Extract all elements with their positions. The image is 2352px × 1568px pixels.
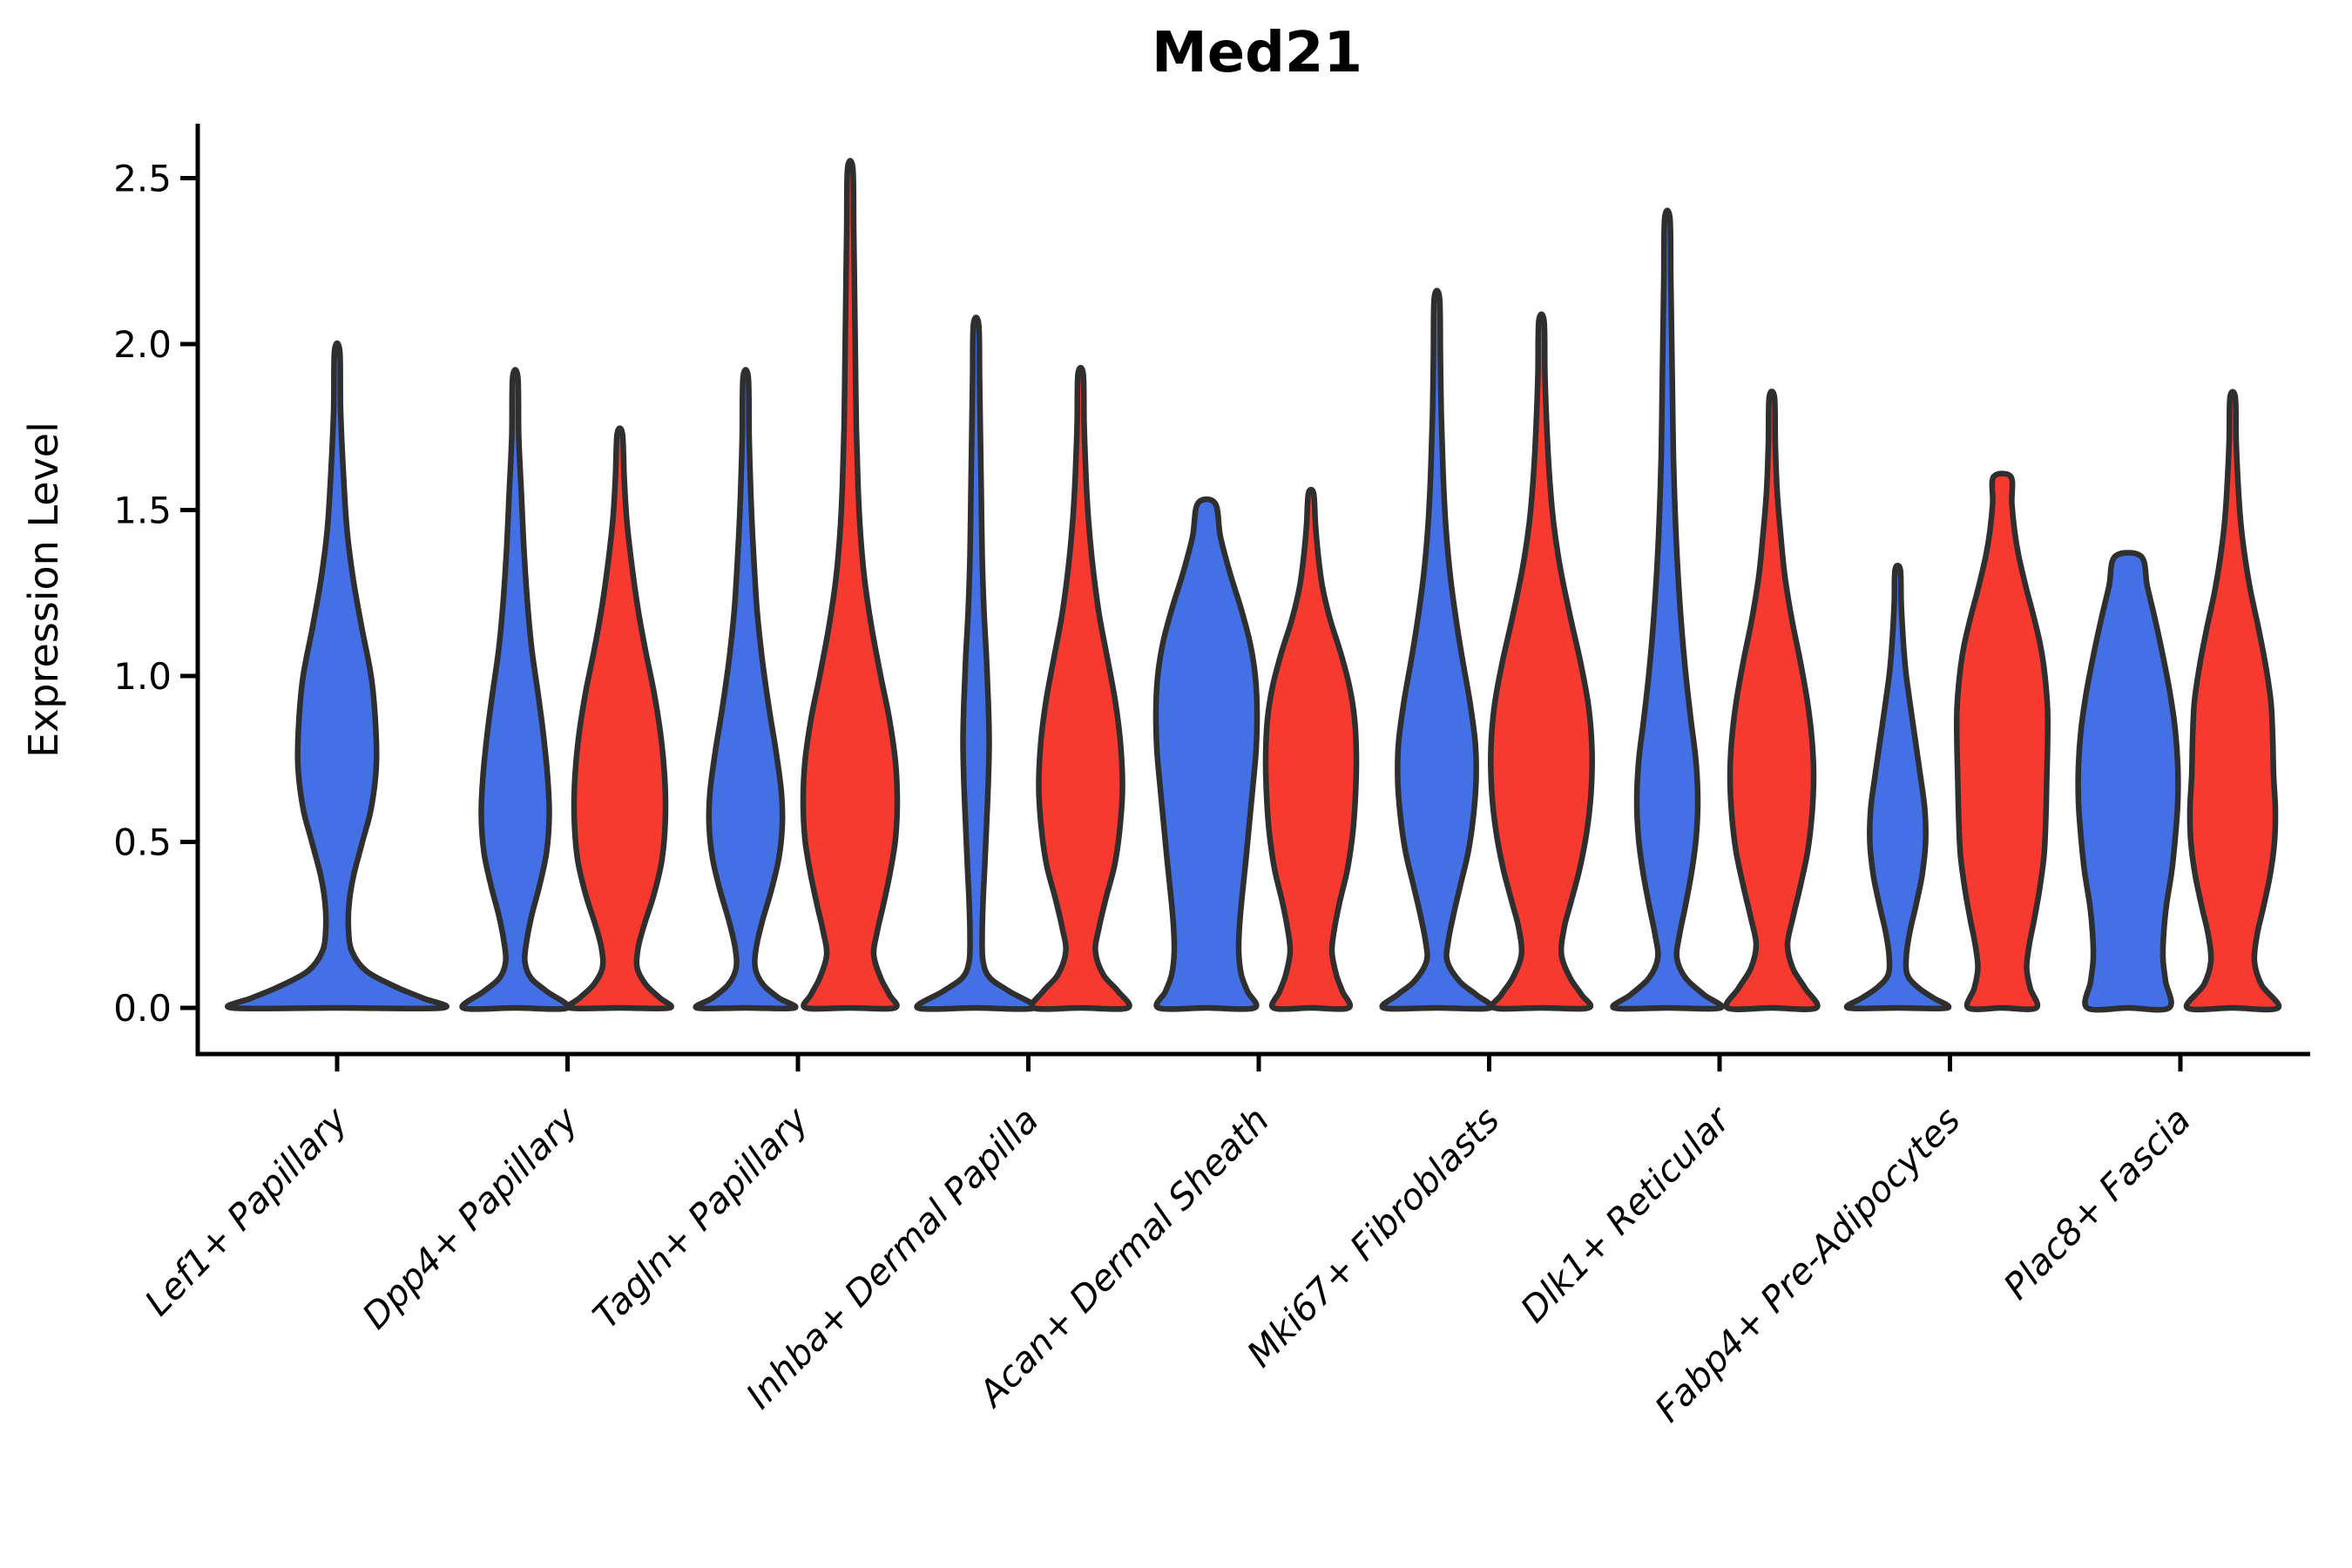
violin-red-6: [1723, 389, 1821, 1012]
violins-layer: [225, 158, 2282, 1013]
y-axis-label: Expression Level: [20, 422, 67, 758]
axes-layer: [180, 124, 2310, 1071]
chart-title: Med21: [1152, 21, 1362, 85]
y-tick-label: 1.0: [113, 655, 172, 698]
violin-blue-7: [1843, 563, 1952, 1012]
violin-red-2: [800, 158, 901, 1012]
x-tick-label: Mki67+ Fibroblasts: [1239, 1099, 1507, 1375]
violin-blue-4: [1152, 496, 1260, 1012]
x-tick-label: Dlk1+ Reticular: [1512, 1098, 1740, 1330]
violin-red-5: [1488, 311, 1595, 1012]
violin-blue-2: [693, 367, 799, 1012]
y-tick-label: 2.0: [113, 323, 172, 366]
violin-blue-8: [2075, 550, 2181, 1013]
y-tick-label: 1.5: [113, 490, 172, 532]
violin-red-8: [2183, 389, 2282, 1013]
violin-blue-3: [914, 314, 1038, 1012]
violin-blue-0: [225, 340, 449, 1012]
violin-blue-1: [459, 367, 571, 1012]
x-tick-label: Lef1+ Papillary: [137, 1098, 356, 1323]
violin-red-3: [1029, 364, 1132, 1012]
y-tick-label: 0.0: [113, 987, 172, 1030]
violin-red-4: [1262, 487, 1360, 1012]
y-tick-label: 2.5: [113, 158, 172, 200]
violin-red-7: [1953, 470, 2051, 1012]
x-tick-label: Tagln+ Papillary: [585, 1098, 816, 1336]
violin-red-1: [565, 425, 674, 1012]
x-tick-label: Dpp4+ Papillary: [355, 1098, 587, 1337]
violin-blue-5: [1379, 287, 1495, 1012]
violin-blue-6: [1610, 207, 1725, 1012]
x-tick-label: Plac8+ Fascia: [1996, 1099, 2199, 1308]
y-tick-label: 0.5: [113, 821, 172, 864]
